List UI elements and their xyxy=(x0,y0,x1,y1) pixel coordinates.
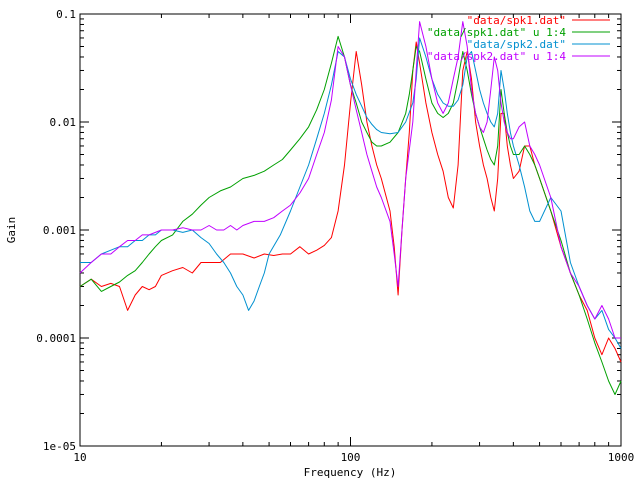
legend-label-4: "data/spk2.dat" u 1:4 xyxy=(427,50,566,63)
y-tick-label: 0.01 xyxy=(50,116,77,129)
legend-label-2: "data/spk1.dat" u 1:4 xyxy=(427,26,566,39)
x-tick-label: 1000 xyxy=(608,451,635,464)
y-tick-label: 0.0001 xyxy=(36,332,76,345)
tick-labels: 10 100 1000 0.1 0.01 0.001 0.0001 1e-05 xyxy=(36,8,634,464)
series-line-3 xyxy=(80,37,622,349)
legend-label-3: "data/spk2.dat" xyxy=(467,38,566,51)
x-tick-label: 100 xyxy=(341,451,361,464)
series-line-4 xyxy=(79,21,621,339)
legend-label-1: "data/spk1.dat" xyxy=(467,14,566,27)
x-axis-label: Frequency (Hz) xyxy=(304,466,397,479)
y-tick-label: 1e-05 xyxy=(43,440,76,453)
y-tick-label: 0.001 xyxy=(43,224,76,237)
series-line-2 xyxy=(79,35,622,395)
tick-marks xyxy=(79,14,621,447)
y-tick-label: 0.1 xyxy=(56,8,76,21)
legend: "data/spk1.dat""data/spk1.dat" u 1:4"dat… xyxy=(427,14,610,63)
x-tick-label: 10 xyxy=(73,451,86,464)
series-line-1 xyxy=(79,41,622,363)
y-axis-label: Gain xyxy=(5,217,18,244)
series-lines xyxy=(79,21,622,395)
